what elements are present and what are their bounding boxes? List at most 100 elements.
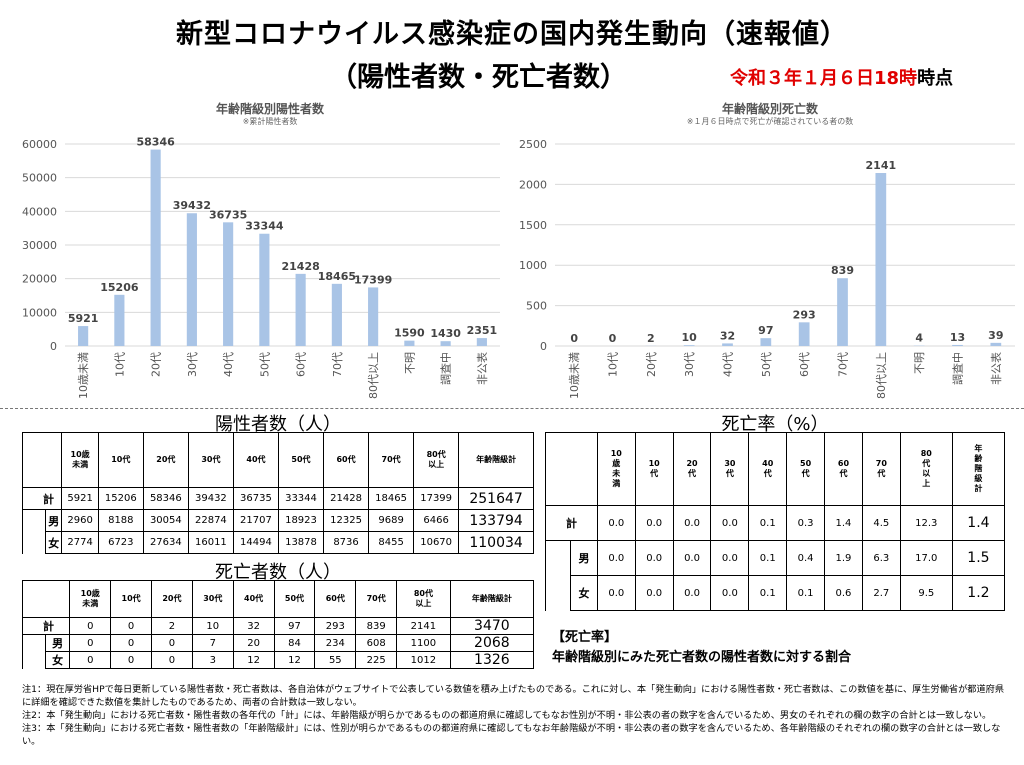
footnote-2: 注2：本「発生動向」における死亡者数・陽性者数の各年代の「計」には、年齢階級が明…: [22, 710, 992, 721]
x-tick-label: 60代: [798, 352, 811, 377]
column-header: 60代: [323, 432, 370, 488]
bar: [186, 213, 197, 346]
table-cell: 8188: [97, 509, 144, 532]
table-cell: 20: [232, 634, 275, 652]
x-tick-label: 50代: [760, 352, 773, 377]
positives-table: 10歳 未満 10代 20代 30代 40代 50代 60代 70代 80代 以上 年齢階級計計 592…: [21, 432, 534, 554]
x-tick-label: 10歳未満: [77, 352, 90, 399]
footnote-1: 注1：現在厚労省HPで毎日更新している陽性者数・死亡者数は、各自治体がウェブサイ…: [22, 684, 1005, 708]
bar: [837, 278, 848, 346]
data-label: 5921: [68, 312, 99, 325]
table-cell: 14494: [232, 531, 279, 554]
data-label: 13: [950, 331, 965, 344]
row-indent: [22, 651, 46, 669]
column-header: 10代: [110, 580, 153, 618]
data-label: 36735: [209, 208, 247, 221]
bar: [798, 322, 810, 346]
table-cell: 0.1: [786, 575, 826, 611]
y-tick-label: 60000: [22, 138, 57, 151]
bar: [683, 345, 695, 346]
row-indent: [545, 575, 571, 611]
table-cell: 0.3: [786, 505, 826, 541]
data-label: 17399: [354, 273, 392, 286]
table-cell: 32: [232, 617, 275, 635]
row-label: 女: [570, 575, 598, 611]
table-cell: 6723: [97, 531, 144, 554]
table-cell: 5921: [61, 487, 99, 510]
table-cell: 18465: [368, 487, 415, 510]
table-cell: 15206: [97, 487, 144, 510]
table-cell: 1012: [396, 651, 451, 669]
chart-positives: 0 10000 20000 30000 40000 50000 60000 5921 10歳未満…: [22, 136, 500, 399]
section-divider: [0, 408, 1024, 409]
table-cell: 30054: [142, 509, 189, 532]
y-tick-label: 0: [540, 340, 547, 353]
bar: [476, 338, 487, 346]
table-cell: 18923: [277, 509, 325, 532]
x-tick-label: 不明: [913, 352, 926, 374]
column-header: 40代: [232, 580, 275, 618]
table-cell: 0: [151, 651, 193, 669]
table-cell: 1.9: [824, 540, 863, 576]
x-tick-label: 10代: [607, 352, 620, 377]
row-total: 2068: [449, 634, 535, 652]
column-header: 10代: [97, 432, 144, 488]
table-cell: 0.0: [710, 540, 750, 576]
table-cell: 39432: [187, 487, 234, 510]
table-cell: 10: [191, 617, 234, 635]
row-indent: [22, 531, 46, 554]
table-cell: 0.0: [596, 575, 636, 611]
row-label: 女: [44, 531, 63, 554]
table-cell: 4.5: [861, 505, 901, 541]
bar: [114, 294, 125, 346]
table-cell: 0: [110, 651, 153, 669]
x-tick-label: 30代: [186, 352, 199, 377]
table-cell: 0.1: [748, 575, 788, 611]
table-cell: 12.3: [899, 505, 953, 541]
table-cell: 8736: [323, 531, 370, 554]
table-cell: 293: [314, 617, 357, 635]
row-label: 計: [545, 505, 598, 541]
table-cell: 3: [191, 651, 234, 669]
bar: [760, 338, 772, 346]
table-cell: 12: [273, 651, 316, 669]
chart-deaths: 0 500 1000 1500 2000 2500 0 10歳未満 0 10代 2 20代 10 30代 3…: [519, 138, 1015, 399]
table-row: 計 5921 15206 58346 39432 36735 33344 21428 18465…: [21, 487, 534, 510]
table-cell: 10670: [413, 531, 460, 554]
y-tick-label: 10000: [22, 306, 57, 319]
x-tick-label: 20代: [645, 352, 658, 377]
table-cell: 9.5: [899, 575, 953, 611]
data-label: 0: [609, 332, 617, 345]
y-tick-label: 30000: [22, 239, 57, 252]
row-total: 1.2: [951, 575, 1006, 611]
table-cell: 55: [314, 651, 357, 669]
y-tick-label: 2000: [519, 178, 547, 191]
column-header: 10歳未満: [61, 432, 99, 488]
table-cell: 1.4: [824, 505, 863, 541]
table-cell: 0.0: [596, 540, 636, 576]
deaths-table: 10歳 未満 10代 20代 30代 40代 50代 60代 70代 80代 以上 年齢階級計計 0 0 2…: [21, 580, 535, 669]
y-tick-label: 0: [50, 340, 57, 353]
table-row: 男 0 0 0 7 20 84 234 608 1100 2068: [22, 634, 535, 652]
table-cell: 16011: [187, 531, 234, 554]
data-label: 32: [720, 329, 735, 342]
table-cell: 0.0: [710, 505, 750, 541]
table-cell: 2141: [396, 617, 451, 635]
column-header: 70代: [368, 432, 415, 488]
table-cell: 17399: [413, 487, 460, 510]
data-label: 10: [682, 331, 698, 344]
table-cell: 839: [355, 617, 398, 635]
data-label: 0: [570, 332, 578, 345]
table-cell: 2.7: [861, 575, 901, 611]
x-tick-label: 10歳未満: [568, 352, 581, 399]
table-cell: 0.0: [634, 575, 674, 611]
y-tick-label: 40000: [22, 205, 57, 218]
data-label: 58346: [136, 136, 175, 149]
footnotes: 注1：現在厚労省HPで毎日更新している陽性者数・死亡者数は、各自治体がウェブサイ…: [22, 683, 1012, 748]
x-tick-label: 40代: [722, 352, 735, 377]
table-cell: 608: [355, 634, 398, 652]
data-label: 1590: [394, 327, 425, 340]
